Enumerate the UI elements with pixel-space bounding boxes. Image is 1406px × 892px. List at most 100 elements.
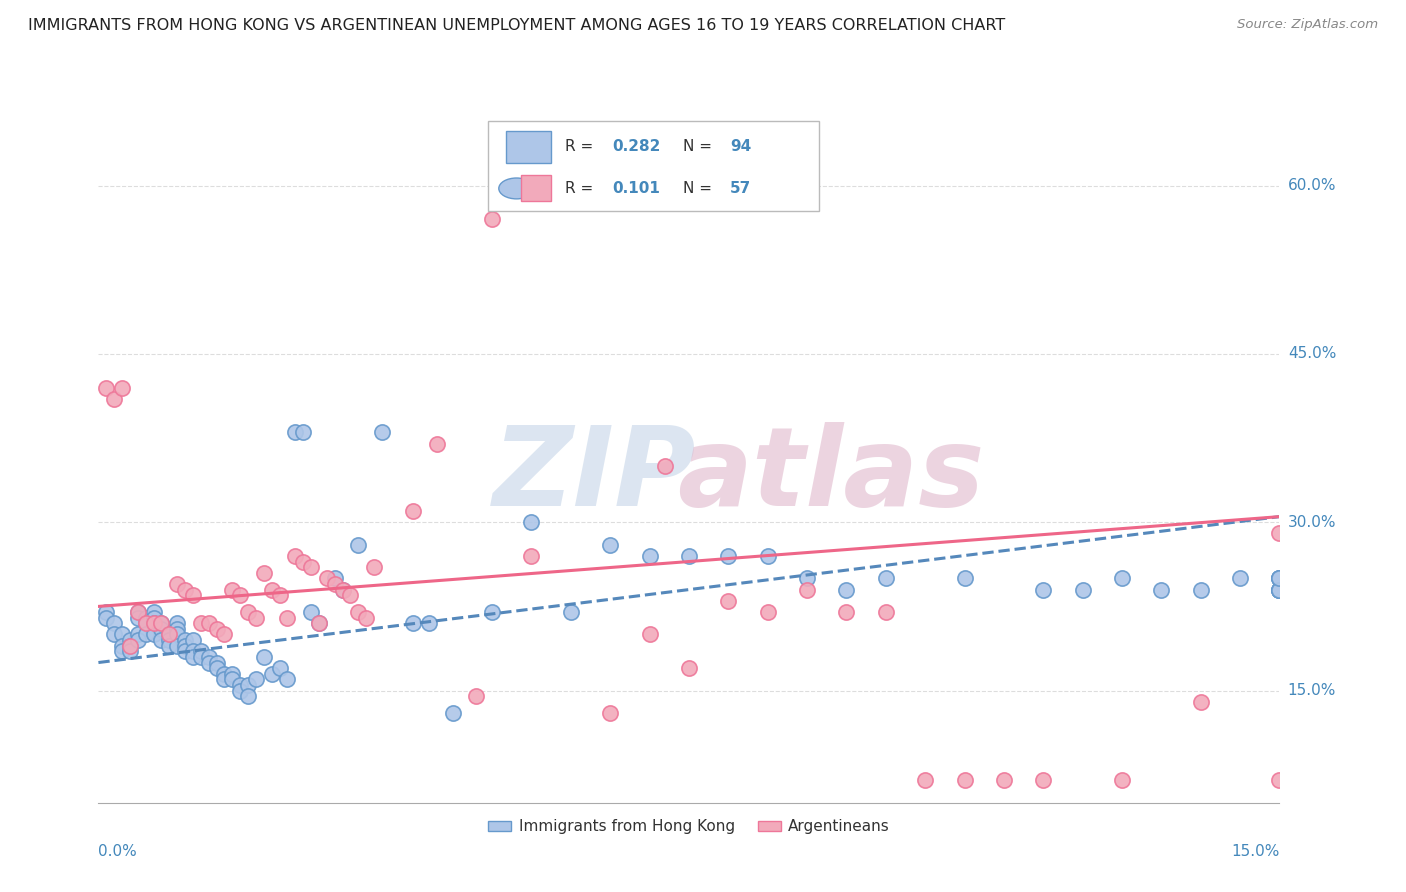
- Point: [1268, 582, 1291, 597]
- Point: [96, 605, 118, 619]
- Point: [875, 605, 897, 619]
- Point: [150, 633, 173, 648]
- Point: [1032, 582, 1054, 597]
- Point: [1229, 571, 1251, 585]
- Point: [96, 381, 118, 395]
- Point: [678, 661, 700, 675]
- Point: [520, 549, 543, 563]
- Point: [127, 610, 149, 624]
- Text: N =: N =: [683, 181, 711, 196]
- Point: [347, 605, 370, 619]
- Point: [135, 627, 157, 641]
- Point: [157, 633, 180, 648]
- Point: [197, 656, 219, 670]
- Point: [214, 627, 236, 641]
- Point: [599, 538, 621, 552]
- Point: [181, 644, 204, 658]
- Point: [166, 639, 188, 653]
- Text: 15.0%: 15.0%: [1288, 683, 1336, 698]
- Point: [796, 582, 818, 597]
- Point: [221, 666, 243, 681]
- Point: [796, 571, 818, 585]
- Point: [229, 678, 252, 692]
- Point: [1150, 582, 1173, 597]
- Point: [96, 610, 118, 624]
- Point: [308, 616, 330, 631]
- Point: [127, 605, 149, 619]
- Point: [103, 627, 125, 641]
- Point: [426, 436, 449, 450]
- Point: [229, 683, 252, 698]
- Text: ZIP: ZIP: [492, 422, 696, 529]
- Point: [1268, 582, 1291, 597]
- Point: [269, 661, 291, 675]
- Point: [1268, 526, 1291, 541]
- Point: [299, 605, 322, 619]
- Text: 57: 57: [730, 181, 752, 196]
- Point: [299, 560, 322, 574]
- Point: [276, 610, 298, 624]
- Legend: Immigrants from Hong Kong, Argentineans: Immigrants from Hong Kong, Argentineans: [482, 814, 896, 840]
- Point: [292, 425, 315, 440]
- Point: [835, 582, 858, 597]
- Point: [1268, 773, 1291, 788]
- Point: [181, 633, 204, 648]
- Point: [1189, 582, 1212, 597]
- Point: [953, 773, 976, 788]
- Text: 45.0%: 45.0%: [1288, 346, 1336, 361]
- Point: [1268, 571, 1291, 585]
- Point: [111, 381, 134, 395]
- Point: [835, 605, 858, 619]
- Point: [371, 425, 394, 440]
- Point: [174, 644, 197, 658]
- Point: [953, 571, 976, 585]
- Text: Source: ZipAtlas.com: Source: ZipAtlas.com: [1237, 18, 1378, 31]
- Point: [638, 549, 661, 563]
- Point: [111, 644, 134, 658]
- Point: [221, 582, 243, 597]
- Point: [339, 588, 361, 602]
- Point: [354, 610, 377, 624]
- Point: [135, 616, 157, 631]
- Point: [181, 649, 204, 664]
- Point: [717, 594, 740, 608]
- Point: [1268, 582, 1291, 597]
- Point: [654, 459, 676, 474]
- Point: [118, 644, 141, 658]
- Point: [276, 673, 298, 687]
- Point: [363, 560, 385, 574]
- Text: atlas: atlas: [676, 422, 984, 529]
- Point: [174, 639, 197, 653]
- Point: [142, 616, 165, 631]
- Point: [103, 616, 125, 631]
- Point: [1268, 582, 1291, 597]
- Point: [118, 633, 141, 648]
- Point: [308, 616, 330, 631]
- Text: IMMIGRANTS FROM HONG KONG VS ARGENTINEAN UNEMPLOYMENT AMONG AGES 16 TO 19 YEARS : IMMIGRANTS FROM HONG KONG VS ARGENTINEAN…: [28, 18, 1005, 33]
- Text: 94: 94: [730, 139, 752, 154]
- Point: [1111, 773, 1133, 788]
- Point: [465, 689, 488, 703]
- Point: [229, 588, 252, 602]
- Point: [127, 605, 149, 619]
- Point: [174, 582, 197, 597]
- Point: [402, 504, 425, 518]
- Point: [103, 392, 125, 406]
- Point: [135, 616, 157, 631]
- Text: R =: R =: [565, 181, 593, 196]
- Text: 60.0%: 60.0%: [1288, 178, 1336, 193]
- Point: [118, 639, 141, 653]
- Bar: [522, 175, 551, 201]
- Point: [190, 644, 212, 658]
- Point: [284, 425, 307, 440]
- Point: [323, 577, 346, 591]
- Point: [717, 549, 740, 563]
- Point: [1071, 582, 1094, 597]
- Point: [756, 549, 779, 563]
- Point: [236, 605, 259, 619]
- Point: [315, 571, 337, 585]
- Point: [157, 627, 180, 641]
- Point: [332, 582, 354, 597]
- Point: [181, 588, 204, 602]
- Point: [197, 616, 219, 631]
